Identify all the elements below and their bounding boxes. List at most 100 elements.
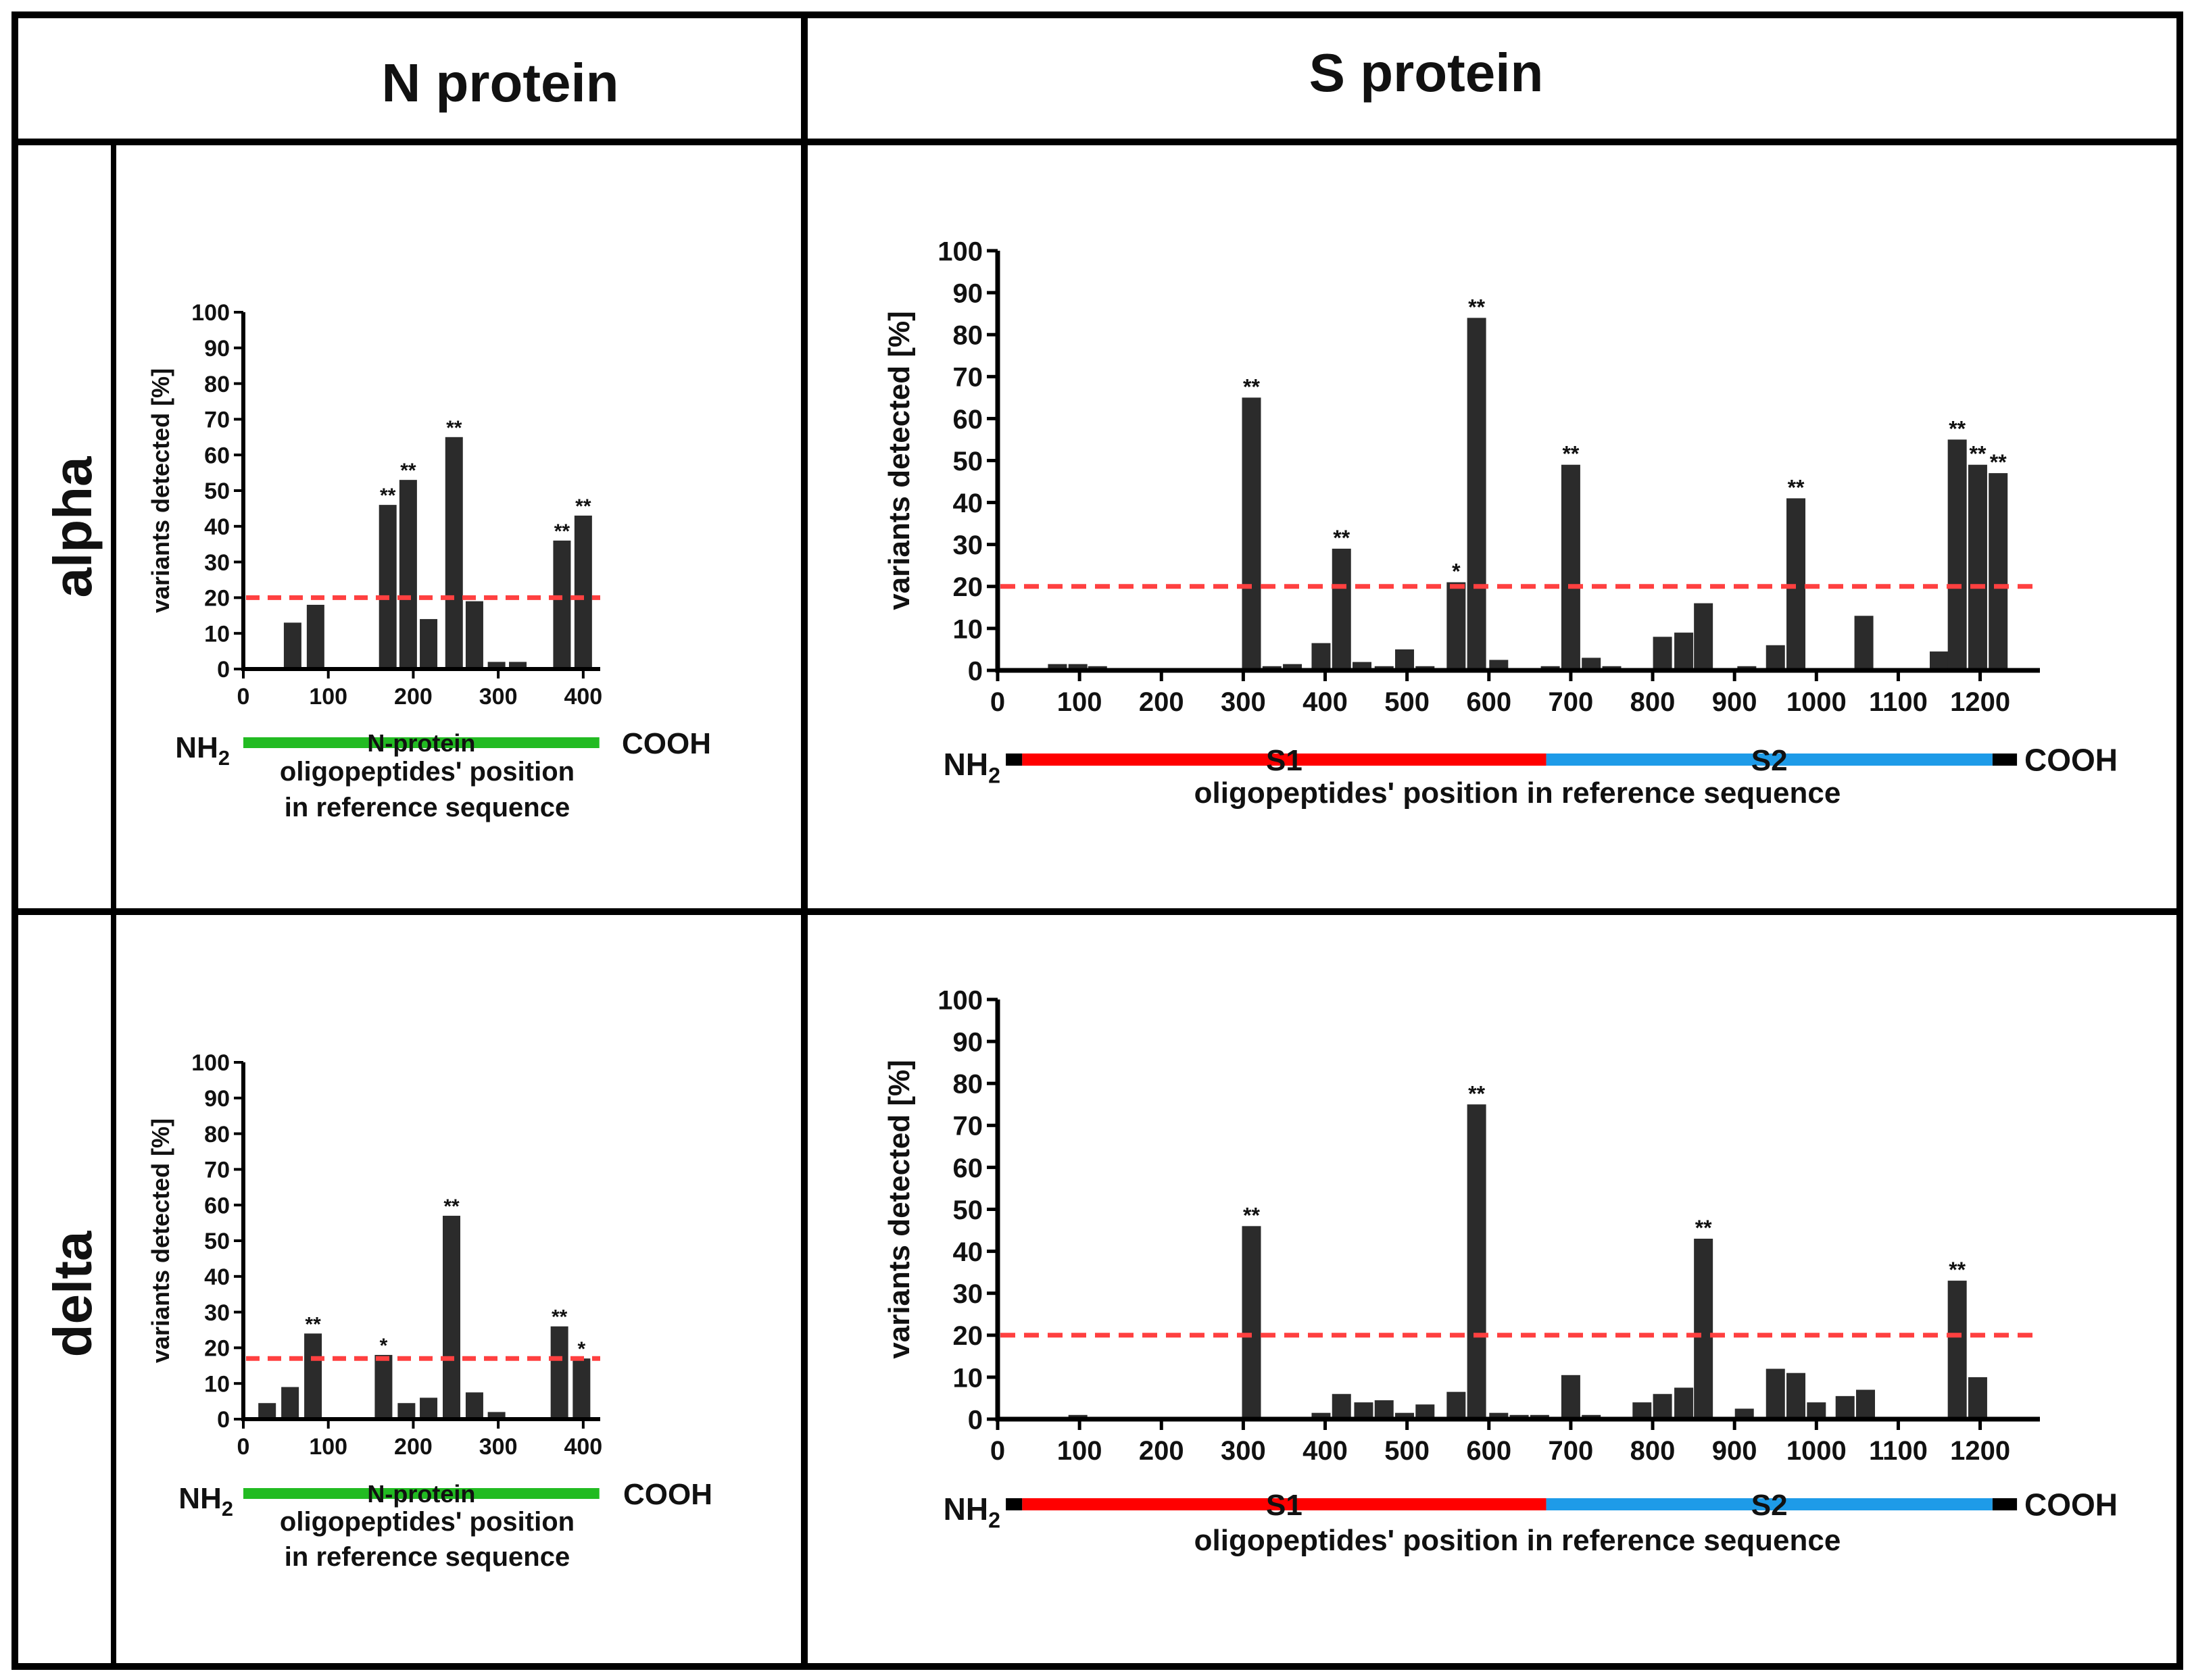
n-terminus-subscript: 2	[222, 1497, 233, 1521]
x-tick-label: 200	[394, 1434, 433, 1460]
significance-label: **	[1468, 1081, 1485, 1106]
bar	[487, 662, 506, 669]
y-tick-label: 50	[204, 1229, 230, 1254]
y-tick-label: 70	[204, 1158, 230, 1183]
bar	[1582, 658, 1601, 670]
significance-label: **	[400, 460, 416, 482]
bar	[1765, 1368, 1785, 1419]
significance-label: **	[1562, 442, 1579, 466]
bar	[553, 540, 571, 669]
bar	[1674, 633, 1694, 670]
x-tick-label: 1000	[1786, 1436, 1847, 1466]
x-tick-label: 900	[1712, 1436, 1757, 1466]
x-axis-label: oligopeptides' position	[280, 757, 575, 787]
bar	[1653, 1393, 1672, 1419]
bar	[1446, 1391, 1466, 1419]
x-tick-label: 0	[237, 1434, 250, 1460]
x-tick-label: 400	[564, 1434, 602, 1460]
bar	[1415, 1404, 1435, 1419]
terminus-segment	[1006, 1498, 1023, 1510]
n-terminus-label: NH2	[944, 1491, 1000, 1533]
y-tick-label: 80	[953, 321, 983, 351]
c-terminus-label: COOH	[622, 727, 711, 760]
x-tick-label: 800	[1630, 687, 1676, 717]
bar	[1068, 664, 1088, 670]
y-tick-label: 10	[953, 1363, 983, 1393]
y-tick-label: 30	[953, 1279, 983, 1309]
x-tick-label: 300	[1221, 687, 1266, 717]
x-tick-label: 500	[1384, 687, 1430, 717]
x-axis-label: oligopeptides' position in reference seq…	[1194, 776, 1841, 810]
n-terminus-subscript: 2	[988, 1508, 1000, 1533]
bar	[420, 1398, 438, 1419]
bar	[1947, 1281, 1967, 1419]
x-tick-label: 1100	[1869, 1436, 1928, 1466]
significance-label: **	[1468, 295, 1485, 319]
n-terminus-subscript: 2	[218, 746, 230, 770]
y-tick-label: 30	[953, 530, 983, 560]
x-tick-label: 700	[1549, 687, 1594, 717]
x-tick-label: 900	[1712, 687, 1757, 717]
bar	[1395, 1412, 1415, 1419]
bar	[445, 437, 463, 669]
y-tick-label: 20	[953, 572, 983, 602]
bar	[281, 1387, 299, 1419]
x-tick-label: 1200	[1950, 1436, 2010, 1466]
y-tick-label: 80	[204, 372, 230, 397]
x-tick-label: 200	[1139, 1436, 1184, 1466]
significance-label: **	[443, 1195, 460, 1218]
y-tick-label: 40	[204, 514, 230, 540]
y-tick-label: 0	[217, 1407, 230, 1433]
domain-label: N-protein	[367, 1480, 475, 1508]
bar	[1734, 1408, 1754, 1419]
y-tick-label: 80	[204, 1122, 230, 1147]
bar	[1311, 643, 1331, 670]
bar	[1632, 1402, 1652, 1419]
y-tick-label: 40	[953, 1237, 983, 1267]
y-tick-label: 30	[204, 550, 230, 576]
y-tick-label: 60	[953, 1154, 983, 1183]
x-tick-label: 0	[990, 687, 1005, 717]
domain-segment	[243, 1488, 600, 1499]
x-tick-label: 100	[309, 1434, 347, 1460]
bar	[1467, 1104, 1486, 1419]
bar	[1242, 397, 1261, 670]
table-border	[11, 11, 2183, 1670]
bar	[1786, 1373, 1806, 1419]
y-tick-label: 90	[204, 336, 230, 362]
significance-label: **	[1695, 1216, 1712, 1240]
terminus-segment	[1992, 1498, 2018, 1510]
x-tick-label: 300	[479, 1434, 518, 1460]
n-terminus-subscript: 2	[988, 764, 1000, 788]
bar	[1048, 664, 1067, 670]
bar	[1765, 645, 1785, 670]
y-tick-label: 50	[953, 447, 983, 476]
x-tick-label: 400	[1302, 687, 1348, 717]
terminus-segment	[1992, 753, 2018, 766]
y-tick-label: 40	[204, 1264, 230, 1290]
significance-label: *	[577, 1338, 585, 1360]
y-tick-label: 100	[191, 1050, 230, 1076]
y-tick-label: 60	[204, 443, 230, 468]
y-tick-label: 30	[204, 1300, 230, 1326]
bar	[1674, 1387, 1694, 1419]
y-tick-label: 40	[953, 489, 983, 518]
bar	[1968, 464, 1987, 670]
bar	[1395, 649, 1415, 670]
y-tick-label: 50	[204, 478, 230, 504]
y-tick-label: 70	[953, 1112, 983, 1141]
y-tick-label: 90	[953, 1028, 983, 1058]
bar	[1332, 1393, 1351, 1419]
c-terminus-label: COOH	[2024, 1487, 2118, 1523]
c-terminus-label: COOH	[623, 1478, 712, 1511]
y-tick-label: 20	[204, 1336, 230, 1362]
domain-label: N-protein	[367, 729, 475, 757]
significance-label: **	[552, 1306, 568, 1329]
bar	[1989, 473, 2008, 670]
y-tick-label: 20	[204, 586, 230, 612]
x-tick-label: 700	[1549, 1436, 1594, 1466]
bar	[1930, 651, 1949, 670]
significance-label: **	[1243, 374, 1260, 399]
